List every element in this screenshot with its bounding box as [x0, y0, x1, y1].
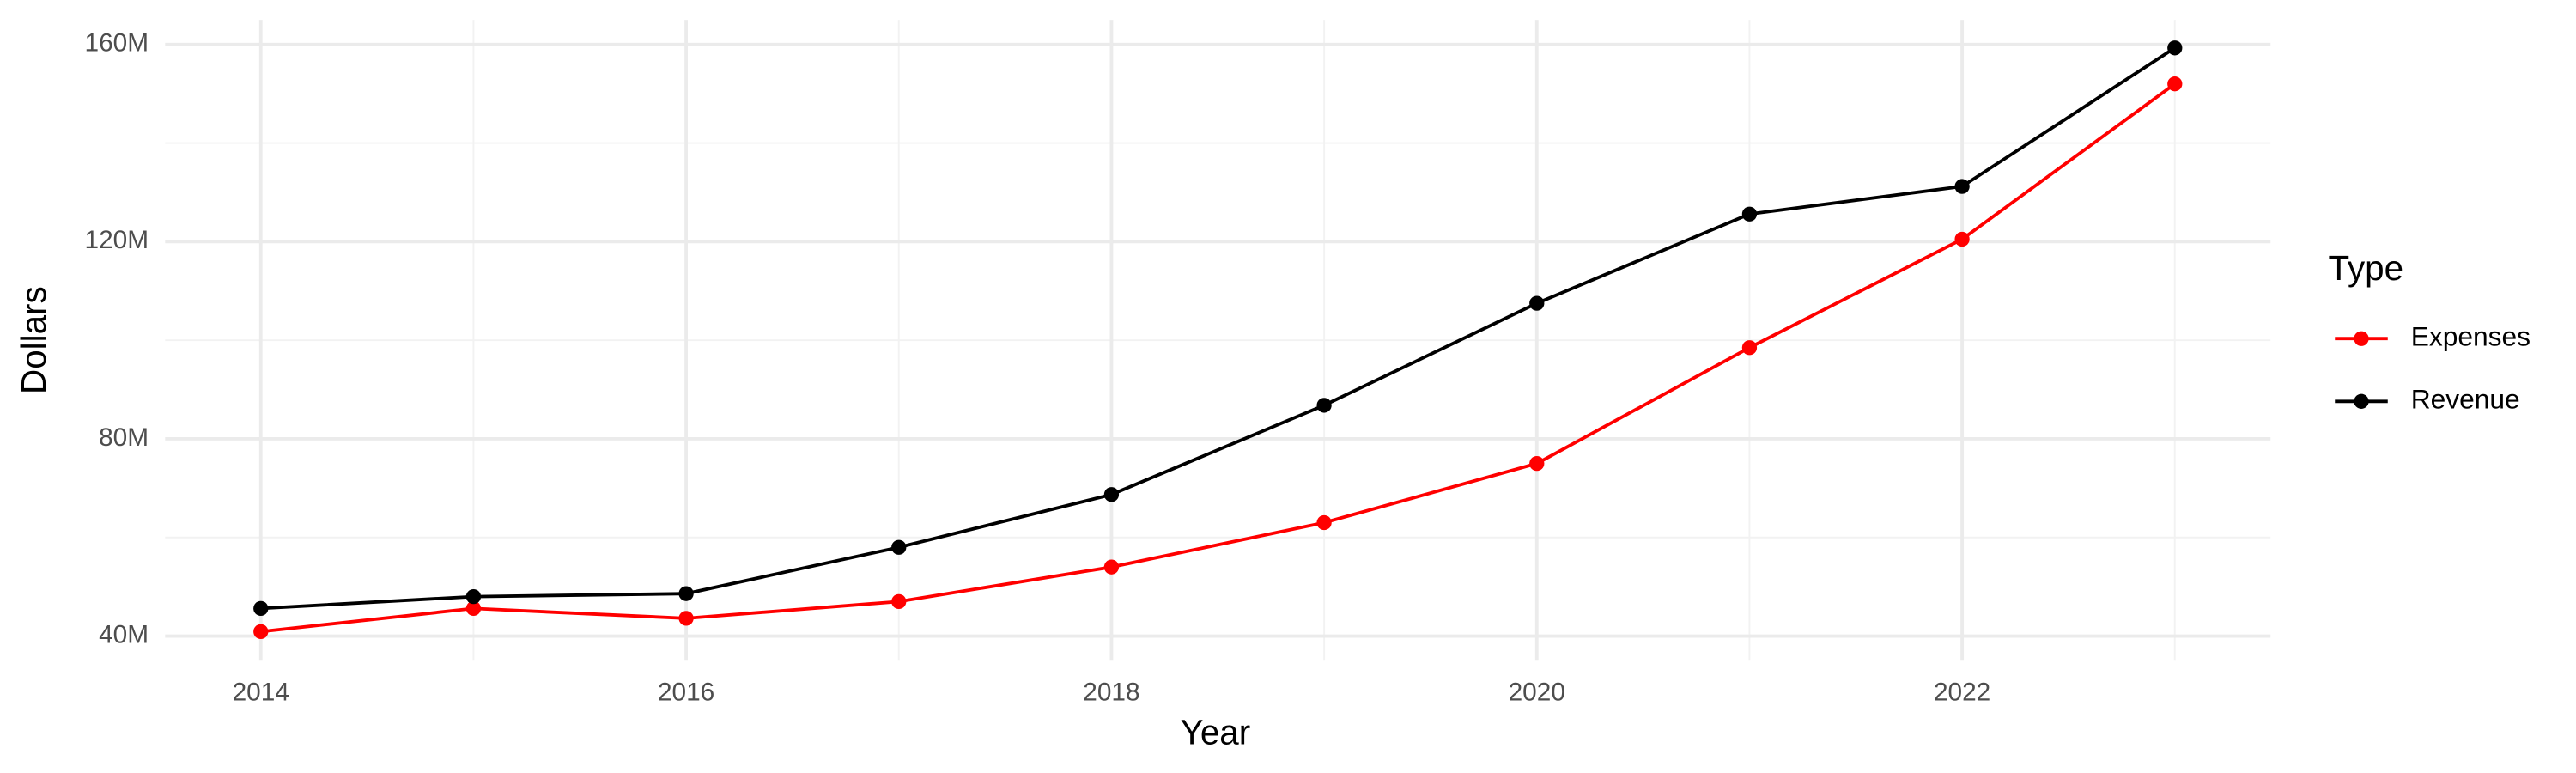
y-tick-label: 120M: [85, 226, 149, 254]
legend-swatch-point: [2354, 331, 2369, 346]
data-point: [1103, 487, 1120, 502]
data-point: [253, 624, 269, 640]
data-point: [678, 586, 694, 601]
data-point: [1316, 398, 1332, 413]
data-point: [1741, 340, 1758, 356]
x-tick-label: 2014: [233, 679, 289, 707]
data-point: [1954, 231, 1970, 247]
data-point: [1103, 559, 1120, 575]
data-point: [1741, 206, 1758, 222]
data-point: [253, 600, 269, 617]
grid: [165, 20, 2271, 661]
data-point: [465, 588, 482, 605]
data-point: [891, 539, 907, 555]
data-point: [1954, 179, 1970, 194]
data-point: [1316, 514, 1332, 531]
series-line: [260, 46, 2176, 611]
legend-label: Expenses: [2411, 321, 2530, 352]
series-line: [260, 82, 2176, 634]
data-point: [2167, 40, 2183, 56]
x-tick-label: 2020: [1509, 679, 1565, 707]
x-tick-label: 2022: [1934, 679, 1990, 707]
data-point: [1529, 455, 1545, 472]
data-point: [891, 593, 907, 610]
y-tick-label: 80M: [99, 423, 149, 452]
x-tick-label: 2016: [658, 679, 714, 707]
legend-label: Revenue: [2411, 384, 2520, 415]
legend-swatch-point: [2354, 393, 2369, 409]
data-point: [1529, 295, 1545, 311]
y-tick-label: 160M: [85, 29, 149, 58]
y-tick-label: 40M: [99, 620, 149, 648]
data-point: [465, 600, 482, 617]
legend-title: Type: [2329, 248, 2404, 288]
data-point: [2167, 76, 2183, 92]
x-tick-label: 2018: [1083, 679, 1139, 707]
data-point: [678, 611, 694, 626]
x-axis-title: Year: [1181, 712, 1251, 752]
y-axis-title: Dollars: [14, 286, 53, 394]
